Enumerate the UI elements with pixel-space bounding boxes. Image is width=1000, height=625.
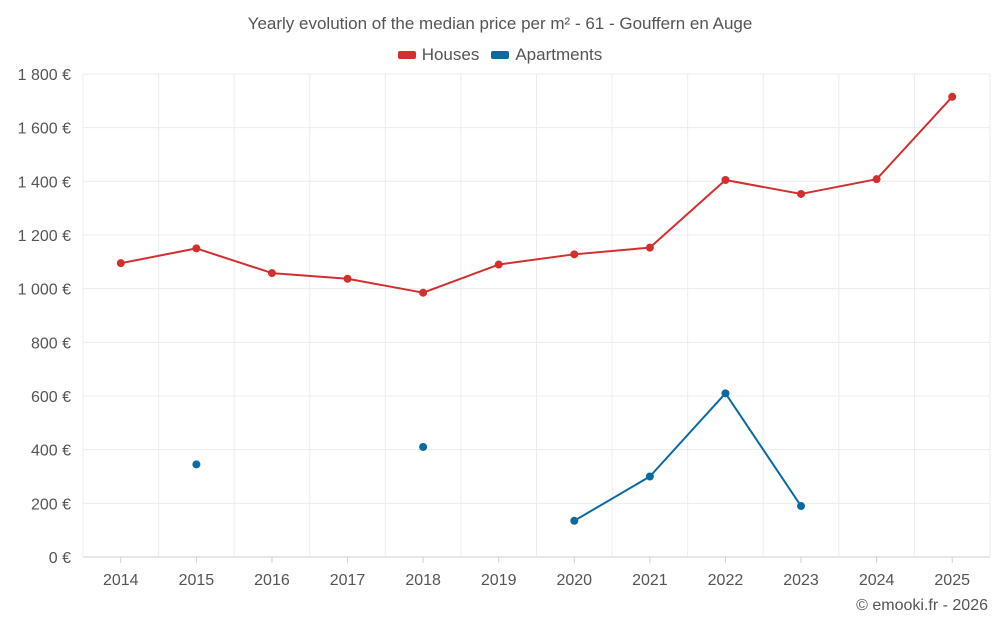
data-point-houses[interactable]: [721, 175, 730, 184]
series-line-apartments: [573, 475, 651, 522]
y-tick-label: 1 000 €: [18, 282, 71, 299]
y-tick-label: 1 400 €: [18, 174, 71, 191]
x-tick-label: 2023: [783, 572, 819, 589]
data-point-apartments[interactable]: [570, 516, 579, 525]
x-tick-label: 2024: [859, 572, 895, 589]
series-line-apartments: [724, 392, 803, 508]
data-point-apartments[interactable]: [721, 389, 730, 398]
chart-series: [116, 92, 957, 525]
x-tick-label: 2016: [254, 572, 290, 589]
data-point-houses[interactable]: [797, 189, 806, 198]
series-line-houses: [195, 247, 273, 275]
data-point-houses[interactable]: [116, 259, 125, 268]
data-point-apartments[interactable]: [645, 472, 654, 481]
series-line-houses: [346, 277, 425, 294]
series-line-houses: [800, 178, 878, 195]
y-tick-label: 0 €: [49, 550, 71, 567]
x-tick-label: 2017: [330, 572, 366, 589]
chart-legend: Houses Apartments: [0, 45, 1000, 65]
data-point-houses[interactable]: [645, 243, 654, 252]
chart-title: Yearly evolution of the median price per…: [247, 14, 753, 33]
legend-swatch-houses: [397, 51, 416, 59]
data-point-houses[interactable]: [948, 92, 957, 101]
x-tick-label: 2022: [708, 572, 744, 589]
legend-swatch-apartments: [491, 51, 510, 59]
series-line-houses: [875, 95, 954, 181]
chart-grid: [82, 73, 991, 558]
series-line-houses: [648, 178, 727, 249]
y-axis: 0 € 200 € 400 € 600 € 800 € 1 000 € 1 200 € 1 4…: [18, 67, 71, 567]
x-tick-label: 2021: [632, 572, 668, 589]
legend-item-houses[interactable]: Houses: [397, 45, 480, 65]
data-point-houses[interactable]: [419, 288, 428, 297]
series-line-houses: [422, 263, 500, 294]
data-point-houses[interactable]: [343, 274, 352, 283]
series-line-apartments: [648, 392, 727, 478]
series-line-houses: [724, 178, 803, 195]
series-line-houses: [497, 253, 576, 266]
x-axis: 2014 2015 2016 2017 2018 2019 2020 2021 2022 2023…: [103, 557, 970, 589]
y-tick-label: 1 800 €: [18, 67, 71, 84]
series-line-houses: [573, 246, 651, 256]
y-tick-label: 400 €: [31, 443, 71, 460]
data-point-apartments[interactable]: [192, 460, 201, 469]
series-line-houses: [270, 272, 349, 280]
legend-item-apartments[interactable]: Apartments: [491, 45, 602, 65]
data-point-houses[interactable]: [192, 244, 201, 253]
series-line-houses: [119, 247, 198, 265]
x-tick-label: 2019: [481, 572, 517, 589]
y-tick-label: 200 €: [31, 496, 71, 513]
data-point-houses[interactable]: [872, 175, 881, 184]
data-point-houses[interactable]: [267, 269, 276, 278]
x-tick-label: 2025: [934, 572, 970, 589]
y-tick-label: 1 600 €: [18, 121, 71, 138]
data-point-houses[interactable]: [570, 250, 579, 259]
x-tick-label: 2018: [405, 572, 441, 589]
y-tick-label: 800 €: [31, 335, 71, 352]
x-tick-label: 2015: [179, 572, 215, 589]
copyright-credit: © emooki.fr - 2026: [856, 597, 988, 614]
data-point-houses[interactable]: [494, 260, 503, 269]
data-point-apartments[interactable]: [797, 502, 806, 511]
x-tick-label: 2014: [103, 572, 139, 589]
data-point-apartments[interactable]: [419, 442, 428, 451]
x-tick-label: 2020: [556, 572, 592, 589]
y-tick-label: 1 200 €: [18, 228, 71, 245]
legend-label-apartments: Apartments: [515, 45, 603, 64]
y-tick-label: 600 €: [31, 389, 71, 406]
legend-label-houses: Houses: [421, 45, 480, 64]
